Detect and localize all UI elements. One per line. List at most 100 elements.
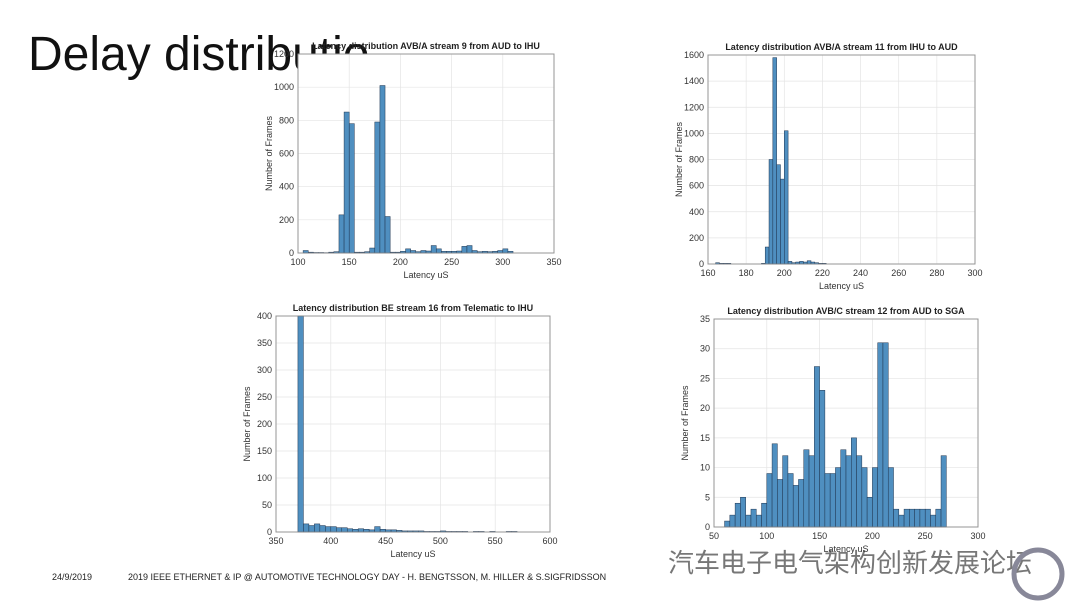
bar: [308, 525, 315, 533]
bar: [798, 479, 805, 528]
y-tick-label: 0: [705, 522, 710, 532]
bar: [808, 455, 815, 528]
x-axis-label: Latency uS: [403, 270, 448, 280]
y-tick-label: 400: [257, 311, 272, 321]
y-tick-label: 250: [257, 392, 272, 402]
x-tick-label: 150: [342, 257, 357, 267]
bar: [330, 526, 337, 533]
bar: [343, 111, 350, 254]
bar: [319, 525, 326, 533]
bar: [777, 479, 783, 528]
bar: [369, 247, 376, 254]
y-tick-label: 25: [700, 373, 710, 383]
bar: [379, 85, 386, 254]
bar: [887, 467, 894, 528]
bar: [303, 523, 310, 533]
y-tick-label: 300: [257, 365, 272, 375]
y-axis-label: Number of Frames: [674, 121, 684, 197]
y-tick-label: 350: [257, 338, 272, 348]
bar: [914, 508, 921, 528]
bar: [734, 502, 741, 528]
x-tick-label: 280: [929, 268, 944, 278]
bar: [940, 455, 947, 528]
y-tick-label: 200: [279, 215, 294, 225]
bar: [502, 248, 509, 254]
bar: [835, 467, 841, 528]
y-tick-label: 1000: [684, 128, 704, 138]
bar: [845, 455, 852, 528]
bar: [806, 260, 812, 265]
bar: [755, 514, 762, 528]
y-tick-label: 200: [257, 419, 272, 429]
x-tick-label: 400: [323, 536, 338, 546]
bar: [856, 455, 863, 528]
bar: [405, 248, 411, 254]
y-tick-label: 100: [257, 473, 272, 483]
x-tick-label: 150: [812, 531, 827, 541]
bar: [829, 473, 836, 528]
bar: [764, 246, 770, 265]
chart-title: Latency distribution AVB/C stream 12 fro…: [727, 306, 965, 316]
x-tick-label: 450: [378, 536, 393, 546]
bar: [761, 502, 768, 528]
y-tick-label: 1200: [684, 102, 704, 112]
x-tick-label: 300: [970, 531, 985, 541]
x-tick-label: 160: [700, 268, 715, 278]
bar: [780, 178, 785, 265]
bar: [430, 245, 437, 254]
bar: [819, 390, 826, 528]
x-tick-label: 260: [891, 268, 906, 278]
bar: [461, 246, 468, 254]
bar: [771, 443, 778, 528]
y-tick-label: 5: [705, 492, 710, 502]
bar: [314, 523, 321, 533]
bar: [903, 508, 910, 528]
y-axis-label: Number of Frames: [680, 385, 690, 461]
bar: [784, 130, 789, 265]
bar: [866, 497, 873, 528]
bar: [824, 473, 831, 528]
footer-date: 24/9/2019: [52, 572, 92, 582]
bar: [745, 514, 752, 528]
bar: [851, 437, 857, 528]
x-tick-label: 200: [393, 257, 408, 267]
y-tick-label: 200: [689, 233, 704, 243]
bar: [872, 467, 878, 528]
bar: [792, 485, 799, 528]
bar: [325, 526, 332, 533]
x-tick-label: 550: [488, 536, 503, 546]
bar: [924, 508, 931, 528]
bar: [840, 449, 847, 528]
x-tick-label: 250: [918, 531, 933, 541]
bar: [724, 520, 731, 528]
bar: [768, 159, 774, 265]
bar: [919, 508, 926, 528]
y-tick-label: 1400: [684, 76, 704, 86]
bar: [882, 342, 889, 528]
x-tick-label: 220: [815, 268, 830, 278]
bar: [861, 467, 868, 528]
bar: [893, 508, 900, 528]
bar: [374, 121, 381, 254]
x-tick-label: 300: [495, 257, 510, 267]
bar: [338, 214, 345, 254]
bar: [363, 529, 370, 533]
y-axis-label: Number of Frames: [242, 386, 252, 462]
y-tick-label: 1200: [274, 49, 294, 59]
plot-frame: [713, 318, 979, 528]
chart-title: Latency distribution AVB/A stream 11 fro…: [725, 42, 958, 52]
x-tick-label: 100: [759, 531, 774, 541]
x-tick-label: 100: [290, 257, 305, 267]
bar: [729, 514, 736, 528]
y-tick-label: 600: [279, 149, 294, 159]
y-tick-label: 30: [700, 344, 710, 354]
x-tick-label: 500: [433, 536, 448, 546]
y-tick-label: 20: [700, 403, 710, 413]
x-tick-label: 180: [739, 268, 754, 278]
chart-title: Latency distribution AVB/A stream 9 from…: [312, 41, 540, 51]
bar: [877, 342, 884, 528]
y-tick-label: 0: [699, 259, 704, 269]
chart-title: Latency distribution BE stream 16 from T…: [293, 303, 533, 313]
